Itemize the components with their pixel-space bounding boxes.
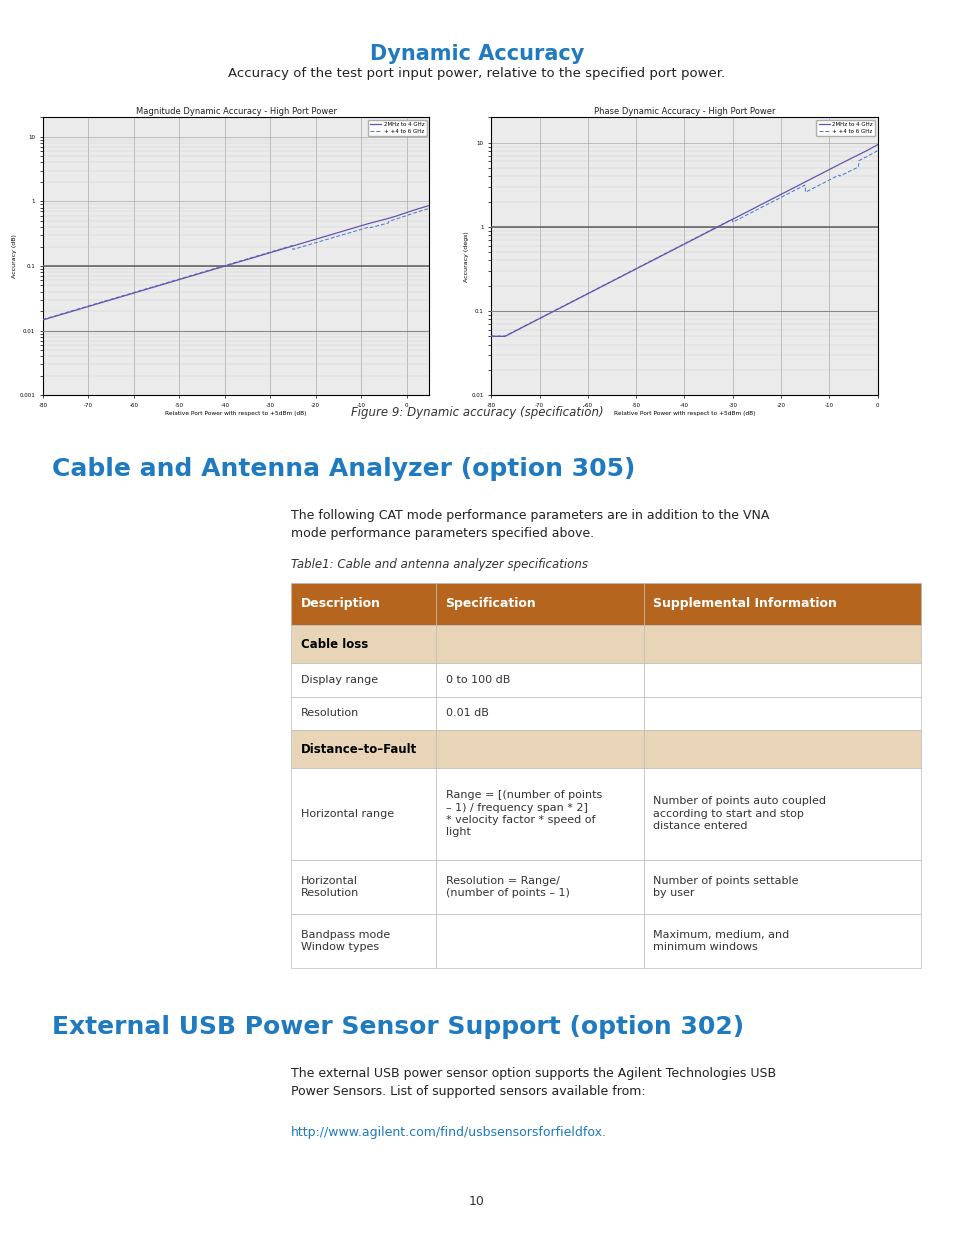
Text: Dynamic Accuracy: Dynamic Accuracy <box>370 44 583 64</box>
Text: Specification: Specification <box>445 598 536 610</box>
Text: Cable loss: Cable loss <box>300 637 367 651</box>
Text: 0 to 100 dB: 0 to 100 dB <box>445 674 509 685</box>
Text: 10: 10 <box>469 1194 484 1208</box>
Text: Figure 9: Dynamic accuracy (specification): Figure 9: Dynamic accuracy (specificatio… <box>351 406 602 420</box>
Title: Phase Dynamic Accuracy - High Port Power: Phase Dynamic Accuracy - High Port Power <box>593 107 775 116</box>
Text: Display range: Display range <box>300 674 377 685</box>
Text: Table1: Cable and antenna analyzer specifications: Table1: Cable and antenna analyzer speci… <box>291 558 587 572</box>
Text: Horizontal range: Horizontal range <box>300 809 394 819</box>
Text: Number of points auto coupled
according to start and stop
distance entered: Number of points auto coupled according … <box>653 797 825 831</box>
Text: Accuracy of the test port input power, relative to the specified port power.: Accuracy of the test port input power, r… <box>228 67 725 80</box>
X-axis label: Relative Port Power with respect to +5dBm (dB): Relative Port Power with respect to +5dB… <box>165 410 307 416</box>
Text: http://www.agilent.com/find/usbsensorsforfieldfox.: http://www.agilent.com/find/usbsensorsfo… <box>291 1126 606 1140</box>
Text: Bandpass mode
Window types: Bandpass mode Window types <box>300 930 390 952</box>
Text: Distance–to–Fault: Distance–to–Fault <box>300 742 416 756</box>
Text: Resolution = Range/
(number of points – 1): Resolution = Range/ (number of points – … <box>445 876 569 898</box>
Legend: 2MHz to 4 GHz, + +4 to 6 GHz: 2MHz to 4 GHz, + +4 to 6 GHz <box>368 120 426 136</box>
Text: Description: Description <box>300 598 380 610</box>
Text: Maximum, medium, and
minimum windows: Maximum, medium, and minimum windows <box>653 930 789 952</box>
Text: Resolution: Resolution <box>300 708 358 719</box>
Y-axis label: Accuracy (dB): Accuracy (dB) <box>11 235 17 278</box>
Title: Magnitude Dynamic Accuracy - High Port Power: Magnitude Dynamic Accuracy - High Port P… <box>135 107 336 116</box>
X-axis label: Relative Port Power with respect to +5dBm (dB): Relative Port Power with respect to +5dB… <box>613 410 755 416</box>
Text: Range = [(number of points
– 1) / frequency span * 2]
* velocity factor * speed : Range = [(number of points – 1) / freque… <box>445 790 601 837</box>
Text: Cable and Antenna Analyzer (option 305): Cable and Antenna Analyzer (option 305) <box>52 457 636 480</box>
Text: 0.01 dB: 0.01 dB <box>445 708 488 719</box>
Text: Number of points settable
by user: Number of points settable by user <box>653 876 799 898</box>
Text: External USB Power Sensor Support (option 302): External USB Power Sensor Support (optio… <box>52 1015 743 1039</box>
Text: Horizontal
Resolution: Horizontal Resolution <box>300 876 358 898</box>
Text: Supplemental Information: Supplemental Information <box>653 598 837 610</box>
Text: The external USB power sensor option supports the Agilent Technologies USB
Power: The external USB power sensor option sup… <box>291 1067 776 1098</box>
Y-axis label: Accuracy (degs): Accuracy (degs) <box>463 231 468 282</box>
Legend: 2MHz to 4 GHz, + +4 to 6 GHz: 2MHz to 4 GHz, + +4 to 6 GHz <box>816 120 874 136</box>
Text: The following CAT mode performance parameters are in addition to the VNA
mode pe: The following CAT mode performance param… <box>291 509 768 540</box>
